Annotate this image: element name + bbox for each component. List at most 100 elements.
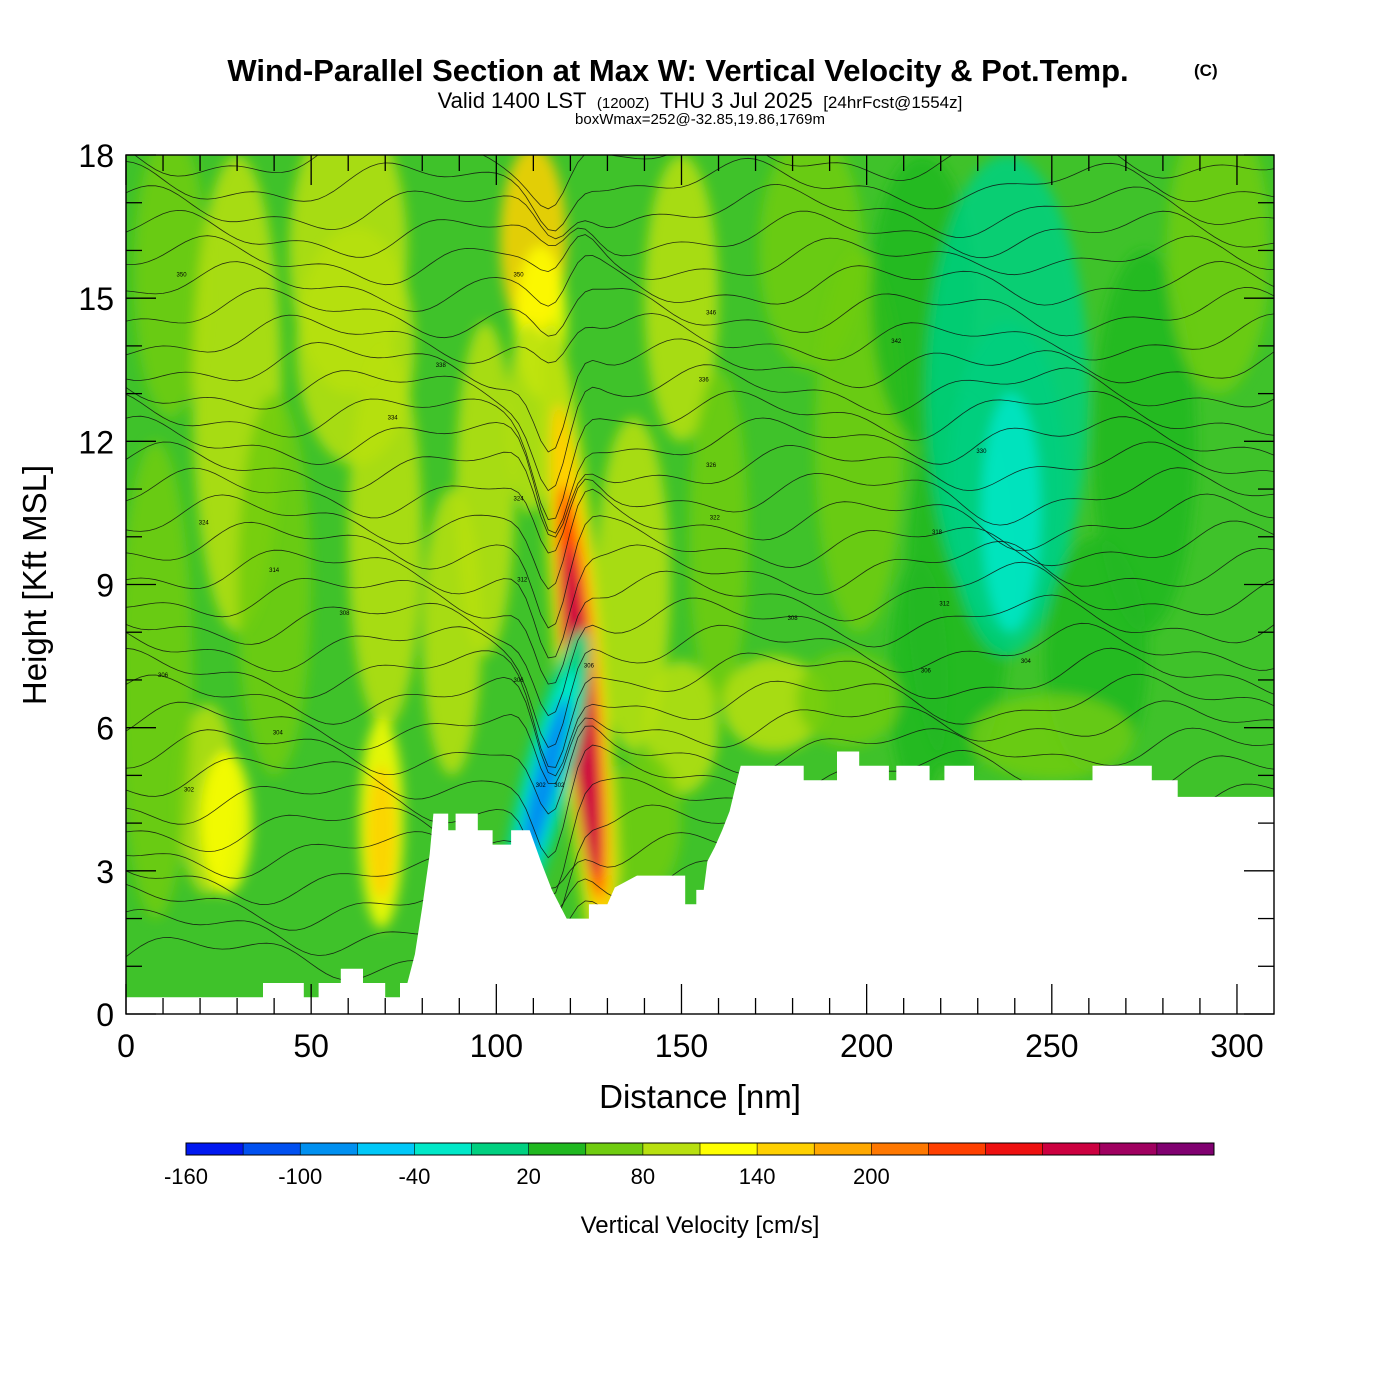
theta-contour-label: 302 [184,788,195,794]
theta-contour-label: 308 [788,616,799,622]
theta-contour-label: 306 [584,664,595,670]
theta-contour-label: 306 [158,673,169,679]
theta-contour-line [126,561,1274,685]
theta-contour-line [126,415,1274,534]
x-tick-label: 150 [655,1028,708,1064]
theta-contour-line [126,700,1274,785]
valid-date: THU 3 Jul 2025 [660,88,813,113]
field-blob [133,155,208,418]
colorbar-swatch [757,1143,815,1155]
copyright-mark: (C) [1194,61,1218,80]
x-tick-label: 200 [840,1028,893,1064]
y-tick-label: 12 [78,424,114,460]
field-blob [644,660,719,795]
terrain-mask [126,751,1274,1014]
y-tick-label: 18 [78,138,114,174]
field-blob [688,369,749,704]
theta-contour-line [126,540,1274,659]
colorbar-swatch [528,1143,587,1155]
theta-contour-label: 350 [177,272,188,278]
field-blob [507,322,552,513]
colorbar-swatch [985,1143,1044,1155]
colorbar-swatch [243,1143,301,1155]
theta-contour-line [126,488,1274,590]
colorbar-swatch [928,1143,987,1155]
x-tick-label: 300 [1210,1028,1263,1064]
y-axis: 0 3 6 9 12 15 18 [78,138,1274,1033]
y-tick-label: 0 [96,997,114,1033]
theta-contour-label: 306 [921,668,932,674]
colorbar-tick-label: 80 [631,1164,655,1189]
valid-zulu: (1200Z) [597,95,650,112]
theta-contour-line [126,255,1274,312]
theta-contour-line [126,622,1274,749]
field-blob [796,651,900,747]
theta-contour-label: 306 [514,678,525,684]
colorbar-swatch [414,1143,473,1155]
theta-contour-label: 334 [388,415,399,421]
colorbar-tick-label: 200 [853,1164,890,1189]
velocity-field [126,155,1271,1014]
colorbar-swatch [585,1143,644,1155]
x-tick-label: 50 [293,1028,329,1064]
theta-contour-label: 302 [536,783,547,789]
colorbar-swatch [1099,1143,1158,1155]
colorbar-swatch [700,1143,758,1155]
colorbar-tick-label: -160 [164,1164,208,1189]
forecast-info: [24hrFcst@1554z] [823,93,962,112]
theta-contour-label: 350 [514,272,525,278]
theta-contour-line [126,183,1274,240]
x-axis-label: Distance [nm] [599,1078,801,1115]
theta-contour-line [126,157,1274,232]
theta-contour-labels: 350 350 346 342 338 336 334 330 326 324 324 322 318 3… [158,272,1032,793]
theta-contour-label: 312 [939,602,950,608]
theta-contour-line [126,673,1274,777]
colorbar-swatch [186,1143,244,1155]
boxwmax-info: boxWmax=252@-32.85,19.86,1769m [575,111,825,128]
colorbar: -160 -100 -40 20 80 140 200 [164,1142,1215,1189]
theta-contour-label: 314 [269,568,280,574]
colorbar-swatch [300,1143,358,1155]
field-blob [981,393,1041,633]
y-tick-label: 6 [96,711,114,747]
y-tick-label: 3 [96,854,114,890]
field-blob [366,765,397,900]
field-blob [970,694,1134,781]
theta-contour-line [126,467,1274,554]
theta-contour-line [126,234,1274,286]
theta-contour-line [126,209,1274,259]
theta-contour-label: 312 [517,578,528,584]
x-tick-label: 100 [470,1028,523,1064]
y-axis-label: Height [Kft MSL] [16,465,53,705]
theta-contour-label: 318 [932,530,943,536]
chart-title: Wind-Parallel Section at Max W: Vertical… [227,53,1128,88]
theta-contour-line [126,594,1274,717]
colorbar-tick-label: 140 [739,1164,776,1189]
theta-contour-label: 324 [514,497,525,503]
theta-contour-label: 302 [554,783,565,789]
theta-contour-label: 304 [273,730,284,736]
theta-contour-line [126,390,1274,520]
colorbar-swatch [871,1143,929,1155]
theta-contour-line [126,441,1274,538]
y-tick-label: 15 [78,281,114,317]
theta-contour-label: 338 [436,363,447,369]
colorbar-swatch [1156,1143,1215,1155]
field-blob [1166,155,1271,394]
field-blob [126,441,193,919]
colorbar-tick-label: 20 [516,1164,540,1189]
theta-contour-line [126,515,1274,629]
colorbar-tick-label: -40 [399,1164,431,1189]
field-blob [607,751,682,895]
x-axis: 0 50 100 150 200 250 300 [117,155,1264,1064]
colorbar-swatch [471,1143,530,1155]
colorbar-swatch [642,1143,701,1155]
chart-subtitle: Valid 1400 LST (1200Z) THU 3 Jul 2025 [2… [438,88,963,113]
theta-contour-label: 322 [710,516,721,522]
x-tick-label: 250 [1025,1028,1078,1064]
colorbar-label: Vertical Velocity [cm/s] [581,1212,820,1239]
theta-contour-label: 326 [706,463,717,469]
theta-contour-line [126,313,1274,364]
colorbar-swatch [357,1143,415,1155]
